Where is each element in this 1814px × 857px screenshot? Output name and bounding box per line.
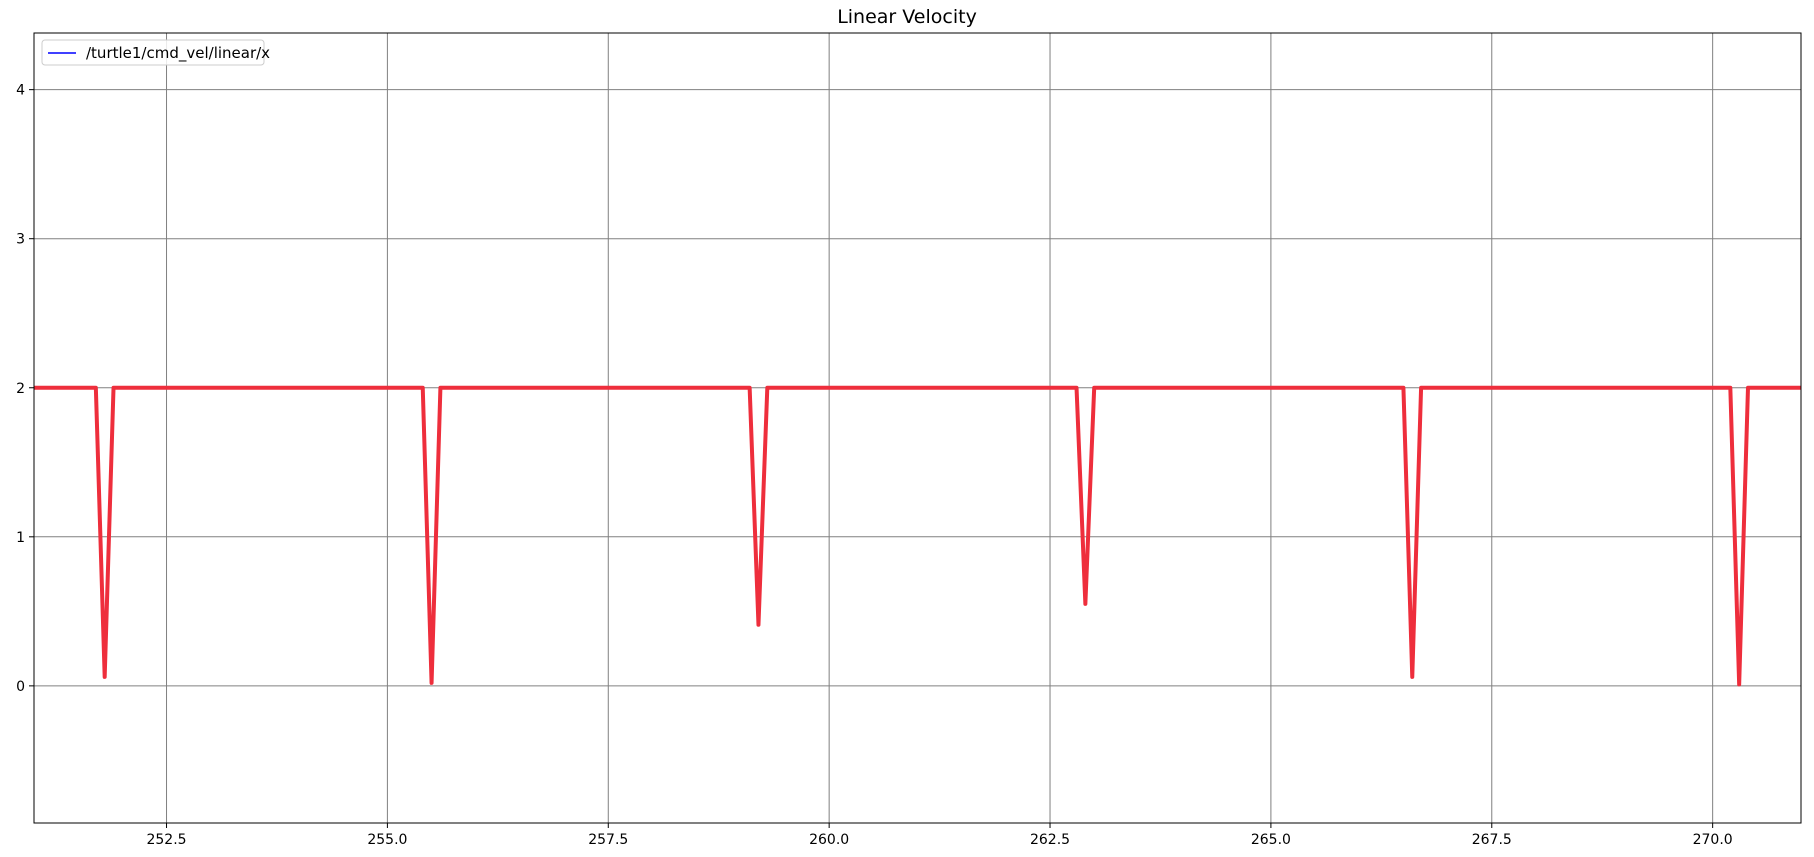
- axes-frame: [33, 32, 1802, 824]
- series-line: [34, 385, 1801, 687]
- legend-label: /turtle1/cmd_vel/linear/x: [86, 44, 270, 63]
- legend-box: [41, 39, 265, 66]
- y-tick-label: 1: [16, 530, 25, 546]
- y-tick-label: 4: [16, 83, 25, 99]
- chart-title: Linear Velocity: [837, 6, 977, 28]
- x-tick-label: 255.0: [367, 832, 407, 848]
- y-tick-label: 3: [16, 232, 25, 248]
- x-tick-label: 260.0: [809, 832, 849, 848]
- x-tick-label: 270.0: [1693, 832, 1733, 848]
- x-tick-label: 257.5: [588, 832, 628, 848]
- y-tick-label: 0: [16, 679, 25, 695]
- x-tick-label: 265.0: [1251, 832, 1291, 848]
- legend: /turtle1/cmd_vel/linear/x: [41, 39, 270, 66]
- x-tick-label: 262.5: [1030, 832, 1070, 848]
- x-tick-label: 252.5: [146, 832, 186, 848]
- y-tick-label: 2: [16, 381, 25, 397]
- x-tick-label: 267.5: [1472, 832, 1512, 848]
